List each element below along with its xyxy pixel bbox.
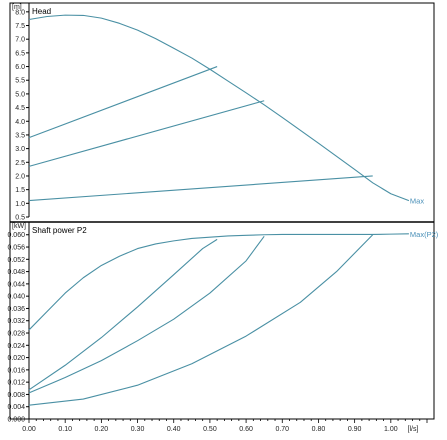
head-y-tick-label: 2.5: [15, 160, 25, 167]
x-tick-label: 0.30: [131, 426, 145, 433]
power-y-tick-label: 0.028: [7, 331, 25, 338]
power-y-tick-label: 0.036: [7, 306, 25, 313]
power-y-tick-label: 0.048: [7, 269, 25, 276]
head-y-tick-label: 8.0: [15, 9, 25, 16]
power-curve-3: [28, 235, 265, 394]
power-y-tick-label: 0.012: [7, 380, 25, 387]
power-y-tick-label: 0.040: [7, 294, 25, 301]
x-tick-label: 0.20: [95, 426, 109, 433]
power-series-label: Max(P2): [410, 230, 439, 239]
head-y-tick-label: 6.5: [15, 50, 25, 57]
head-y-tick-label: 0.5: [15, 215, 25, 222]
head-y-tick-label: 4.0: [15, 119, 25, 126]
power-curve-4: [28, 234, 374, 406]
x-tick-label: 1.00: [384, 426, 398, 433]
power-y-tick-label: 0.044: [7, 281, 25, 288]
x-tick-label: 0.90: [348, 426, 362, 433]
head-y-tick-label: 1.5: [15, 187, 25, 194]
head-y-tick-label: 5.5: [15, 78, 25, 85]
power-y-tick-label: 0.016: [7, 367, 25, 374]
head-y-tick-label: 3.0: [15, 146, 25, 153]
x-tick-label: 0.80: [312, 426, 326, 433]
head-y-tick-label: 2.0: [15, 173, 25, 180]
head-y-tick-label: 4.5: [15, 105, 25, 112]
power-curve-1: [28, 233, 409, 331]
power-y-tick-label: 0.060: [7, 232, 25, 239]
x-tick-label: 0.10: [58, 426, 72, 433]
head-y-tick-label: 7.0: [15, 37, 25, 44]
head-y-axis-label: [m]: [12, 4, 22, 11]
x-tick-label: 0.70: [275, 426, 289, 433]
power-y-tick-label: 0.008: [7, 392, 25, 399]
x-tick-label: 0.60: [239, 426, 253, 433]
head-y-tick-label: 1.0: [15, 201, 25, 208]
head-y-tick-label: 6.0: [15, 64, 25, 71]
power-y-tick-label: 0.020: [7, 355, 25, 362]
power-y-tick-label: 0.004: [7, 404, 25, 411]
x-axis-label: [l/s]: [408, 426, 419, 433]
power-panel-title: Shaft power P2: [32, 226, 87, 235]
x-tick-label: 0.50: [203, 426, 217, 433]
x-tick-label: 0.00: [22, 426, 36, 433]
head-curve-2: [28, 66, 218, 139]
power-y-tick-label: 0.032: [7, 318, 25, 325]
power-y-tick-label: 0.052: [7, 257, 25, 264]
head-series-label: Max: [410, 197, 424, 206]
head-panel-title: Head: [32, 7, 51, 16]
power-y-tick-label: 0.024: [7, 343, 25, 350]
head-y-tick-label: 3.5: [15, 132, 25, 139]
x-tick-label: 0.40: [167, 426, 181, 433]
power-y-tick-label: 0.000: [7, 417, 25, 424]
head-curve-1: [28, 14, 410, 202]
head-y-tick-label: 5.0: [15, 91, 25, 98]
head-y-tick-label: 7.5: [15, 23, 25, 30]
power-y-axis-label: [kW]: [12, 223, 26, 230]
head-curve-3: [28, 100, 265, 167]
head-curve-4: [28, 175, 373, 202]
power-curve-2: [28, 238, 218, 391]
power-y-tick-label: 0.056: [7, 245, 25, 252]
